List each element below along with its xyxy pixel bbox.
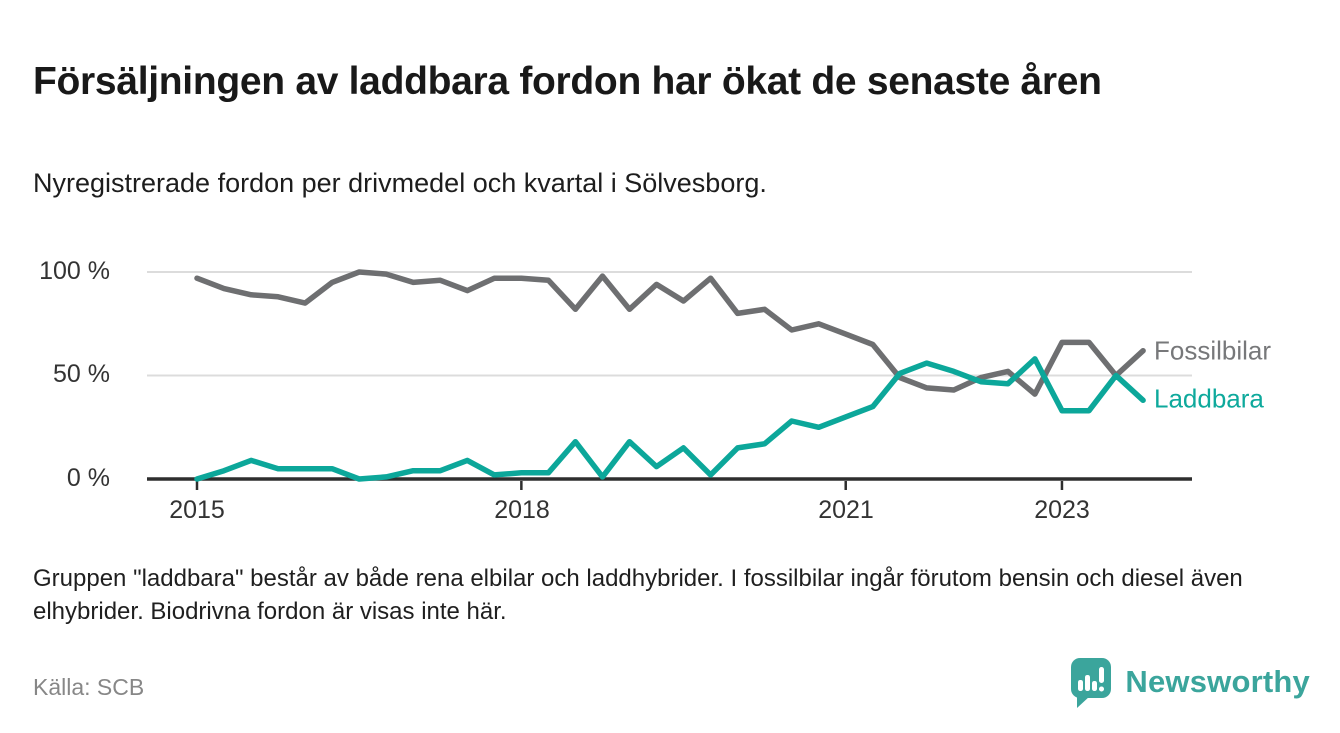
series-label-fossilbilar: Fossilbilar [1154, 335, 1272, 366]
x-axis-label-2021: 2021 [818, 496, 874, 524]
y-axis-label-50: 50 % [53, 359, 110, 388]
newsworthy-logo: Newsworthy [1069, 656, 1310, 708]
y-axis-label-0: 0 % [66, 463, 110, 492]
chart-subtitle: Nyregistrerade fordon per drivmedel och … [33, 168, 767, 198]
line-chart [0, 240, 1340, 540]
chart-footnote: Gruppen "laddbara" består av både rena e… [33, 565, 1243, 626]
series-label-laddbara: Laddbara [1154, 383, 1264, 414]
page-title: Försäljningen av laddbara fordon har öka… [33, 60, 1102, 104]
y-axis-label-100: 100 % [39, 256, 110, 285]
series-line-laddbara [194, 356, 1146, 482]
source-credit: Källa: SCB [33, 674, 145, 700]
x-axis-label-2018: 2018 [494, 496, 550, 524]
series-line-fossilbilar [194, 269, 1146, 397]
newsworthy-logo-icon [1071, 658, 1112, 708]
chart-canvas [147, 269, 1192, 490]
x-axis-label-2015: 2015 [169, 496, 225, 524]
x-axis-label-2023: 2023 [1034, 496, 1090, 524]
newsworthy-logo-text: Newsworthy [1125, 664, 1310, 699]
